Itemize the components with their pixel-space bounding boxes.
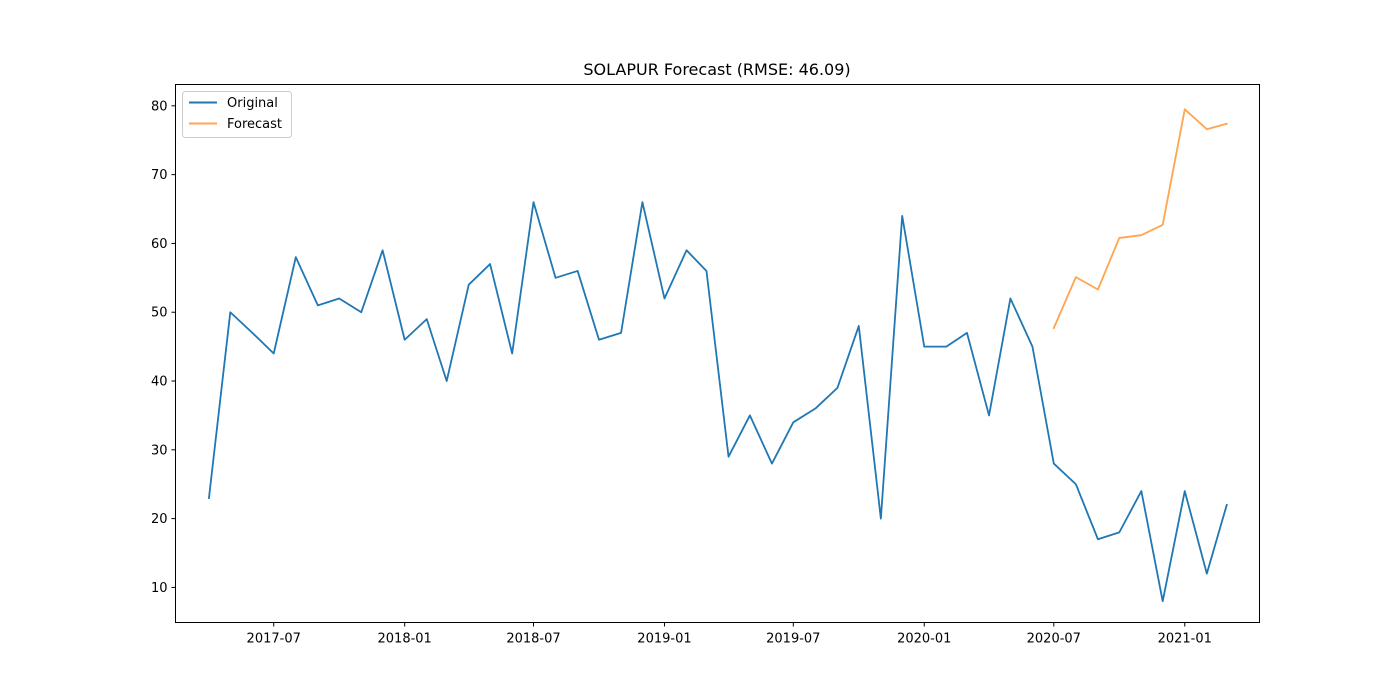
series-line-original	[207, 201, 1228, 603]
y-tick-label-1: 20	[151, 512, 168, 527]
x-tick-label-5: 2020-01	[897, 632, 951, 647]
x-tick-label-6: 2020-07	[1027, 632, 1081, 647]
y-tick-label-4: 50	[151, 306, 168, 321]
x-tick-label-7: 2021-01	[1158, 632, 1212, 647]
series-line-forecast	[1052, 108, 1228, 330]
y-tick-label-2: 30	[151, 443, 168, 458]
legend-label-forecast: Forecast	[227, 117, 282, 132]
y-axis: 10 20 30 40 50 60 70 80	[151, 99, 176, 596]
y-tick-label-5: 60	[151, 237, 168, 252]
series-layer	[207, 108, 1228, 603]
y-tick-label-7: 80	[151, 99, 168, 114]
legend: Original Forecast	[182, 91, 292, 138]
x-axis: 2017-07 2018-01 2018-07 2019-01 2019-07 2020-…	[247, 622, 1212, 647]
legend-label-original: Original	[227, 96, 278, 111]
x-tick-label-2: 2018-07	[506, 632, 560, 647]
x-tick-label-3: 2019-01	[637, 632, 691, 647]
x-tick-label-4: 2019-07	[766, 632, 820, 647]
y-tick-label-3: 40	[151, 375, 168, 390]
y-tick-label-0: 10	[151, 581, 168, 596]
x-tick-label-1: 2018-01	[378, 632, 432, 647]
plot-area-frame	[175, 84, 1260, 623]
x-tick-label-0: 2017-07	[247, 632, 301, 647]
chart-title: SOLAPUR Forecast (RMSE: 46.09)	[583, 60, 850, 79]
y-tick-label-6: 70	[151, 168, 168, 183]
